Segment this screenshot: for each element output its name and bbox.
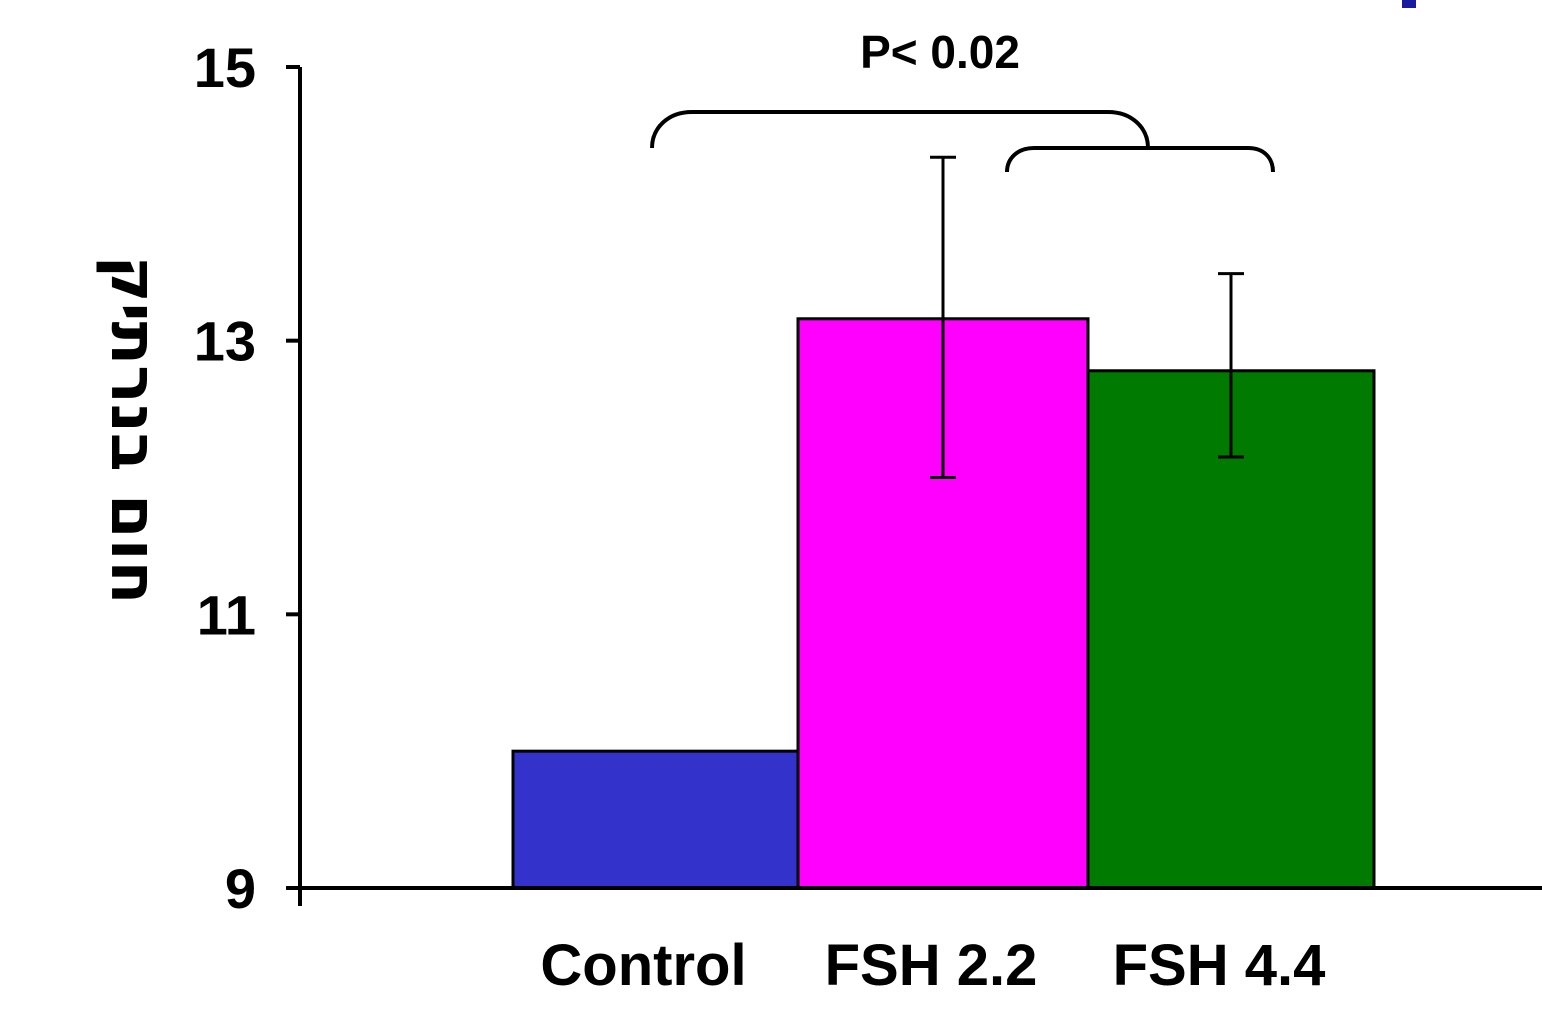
y-axis-label: חום בנרתיק — [96, 255, 170, 604]
x-tick-label: Control — [540, 933, 746, 998]
y-tick-label: 13 — [194, 310, 256, 373]
error-bar — [930, 155, 956, 479]
bracket-outer — [650, 110, 1150, 149]
ticks-group: 9 11 13 15 — [194, 36, 300, 920]
axes-group — [286, 67, 1542, 906]
corner-mark — [1402, 0, 1416, 8]
error-bars-group — [930, 155, 1244, 479]
y-tick-label: 15 — [194, 36, 256, 99]
category-labels-group: Control FSH 2.2 FSH 4.4 — [540, 933, 1325, 998]
bracket-inner — [1005, 146, 1275, 173]
error-bar — [1218, 272, 1244, 459]
significance-annotation: P< 0.02 — [860, 26, 1020, 78]
y-tick-label: 9 — [225, 857, 256, 920]
y-tick-label: 11 — [197, 583, 256, 646]
significance-brackets — [650, 110, 1275, 173]
bar-control — [511, 749, 800, 890]
x-tick-label: FSH 4.4 — [1113, 933, 1326, 998]
x-tick-label: FSH 2.2 — [825, 933, 1038, 998]
